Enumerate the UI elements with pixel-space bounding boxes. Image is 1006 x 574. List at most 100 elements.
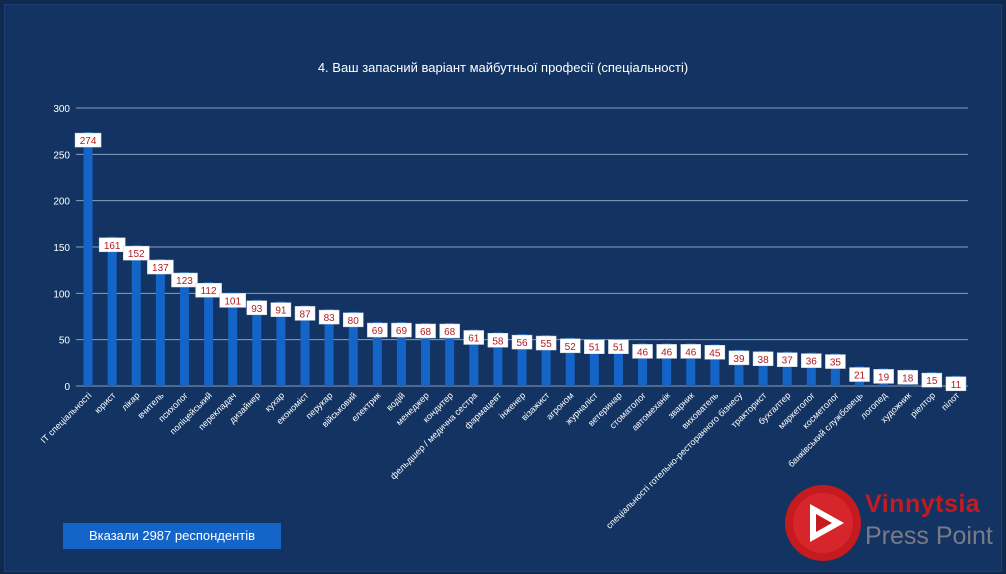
data-label-box [511, 334, 533, 350]
data-label-box [342, 312, 364, 328]
bar [131, 245, 141, 386]
data-label: 51 [613, 343, 625, 354]
data-label-box [246, 300, 268, 316]
data-label: 69 [372, 326, 384, 337]
data-label: 37 [782, 356, 794, 367]
bar [758, 350, 768, 386]
data-label-box [391, 322, 412, 338]
x-tick-label: лікар [119, 390, 141, 412]
data-label: 51 [589, 343, 601, 354]
data-label-box [318, 309, 340, 325]
data-label: 93 [251, 304, 263, 315]
data-label: 11 [951, 380, 962, 391]
bar [830, 353, 840, 386]
data-label-box [801, 353, 822, 368]
bar [638, 343, 648, 386]
data-label-box [147, 259, 174, 275]
bar [300, 305, 310, 386]
data-label: 46 [685, 347, 697, 358]
data-label-box [752, 351, 774, 367]
data-label-box [123, 245, 150, 261]
data-label: 19 [878, 372, 890, 383]
data-label: 35 [830, 358, 842, 369]
data-label-box [849, 367, 870, 382]
data-label: 58 [492, 336, 504, 347]
bar [179, 272, 189, 386]
data-label-box [921, 372, 943, 388]
x-tick-label: пілот [939, 390, 961, 412]
data-label-box [439, 323, 460, 339]
data-label-box [728, 350, 750, 366]
data-label-box [294, 306, 316, 321]
bar [276, 301, 286, 386]
data-label: 55 [541, 339, 553, 350]
bar [155, 259, 165, 386]
data-label-box [171, 272, 198, 288]
logo-text-line2: Press Point [865, 522, 993, 550]
bar [493, 332, 503, 386]
bar [228, 292, 238, 386]
data-label-box [535, 335, 557, 351]
data-label: 161 [104, 241, 121, 252]
press-point-logo: Vinnytsia Press Point [782, 482, 1002, 574]
data-label-box [704, 345, 726, 360]
data-label-box [367, 322, 388, 338]
x-tick-label: ІТ спеціальності [39, 390, 94, 445]
data-label: 18 [902, 373, 914, 384]
data-label-box [945, 376, 967, 392]
bar [396, 322, 406, 386]
logo-text-line1: Vinnytsia [865, 490, 981, 518]
bar [324, 309, 334, 386]
data-label-box [873, 369, 894, 384]
data-label-box [776, 352, 798, 367]
data-label: 68 [444, 327, 456, 338]
data-label: 68 [420, 327, 432, 338]
y-tick-label: 150 [53, 243, 70, 254]
y-tick-label: 0 [64, 382, 70, 393]
bar [662, 343, 672, 386]
data-label: 87 [299, 309, 311, 320]
data-label: 83 [324, 313, 336, 324]
data-label-box [463, 330, 485, 345]
bar [348, 311, 358, 386]
bar [421, 322, 431, 386]
data-label: 45 [709, 348, 721, 359]
x-tick-label: юрист [93, 390, 118, 415]
data-label-box [656, 344, 677, 359]
bar [107, 236, 117, 386]
data-label: 112 [201, 286, 217, 297]
data-label-box [195, 282, 222, 298]
bar [469, 329, 479, 386]
data-label: 15 [926, 376, 938, 387]
data-label-box [632, 344, 653, 359]
y-tick-label: 300 [53, 104, 70, 115]
chart-frame [4, 4, 1002, 572]
play-logo-icon [785, 485, 861, 561]
data-label-box [608, 339, 629, 354]
data-label-box [415, 323, 436, 339]
data-label-box [584, 339, 605, 354]
bar [613, 338, 623, 386]
bar [445, 322, 455, 386]
bar [252, 299, 262, 386]
data-label: 101 [224, 296, 241, 307]
bar [541, 335, 551, 386]
data-label: 36 [806, 357, 818, 368]
respondents-badge: Вказали 2987 респондентів [63, 523, 281, 549]
data-label: 39 [733, 354, 745, 365]
data-label: 123 [176, 276, 193, 287]
y-tick-label: 100 [53, 289, 70, 300]
data-label-box [98, 237, 126, 253]
data-label: 80 [348, 316, 360, 327]
y-tick-label: 200 [53, 197, 70, 208]
bar [589, 338, 599, 386]
bar [517, 334, 527, 386]
data-label-box [74, 132, 102, 148]
data-label-box [897, 370, 918, 385]
bar [686, 343, 696, 386]
data-label-box [270, 302, 292, 317]
data-label: 152 [128, 249, 145, 260]
data-label: 21 [854, 371, 866, 382]
bar [565, 337, 575, 386]
